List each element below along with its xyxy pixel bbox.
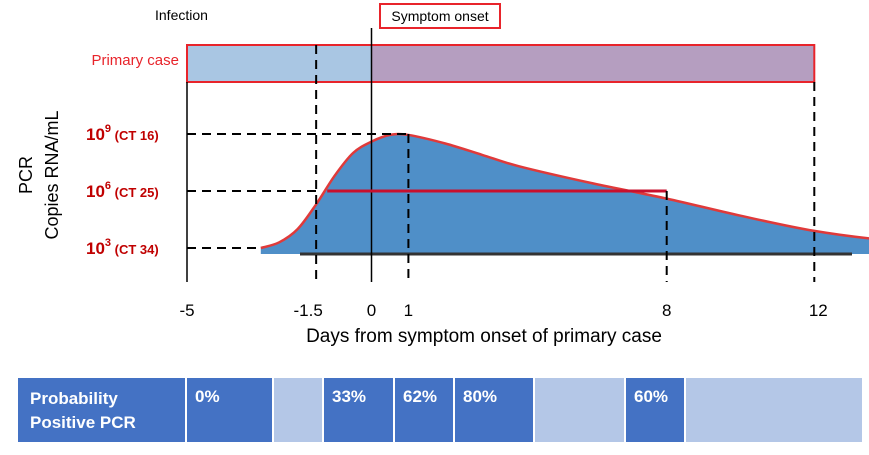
y-level-base: 10 <box>86 125 105 144</box>
probability-title-line1: Probability <box>30 389 118 408</box>
pre-symptomatic-bar <box>187 45 372 82</box>
probability-cell: 80% <box>455 378 533 442</box>
symptom-onset-label: Symptom onset <box>391 8 488 24</box>
guide-lines <box>187 45 816 282</box>
x-tick-labels: -5 -1.5 0 1 8 12 <box>179 301 827 320</box>
primary-case-bar-frame <box>186 44 816 83</box>
viral-load-area <box>260 134 869 254</box>
y-level-label-6: 106 (CT 25) <box>86 180 159 201</box>
symptomatic-bar <box>371 45 815 82</box>
y-level-base: 10 <box>86 239 105 258</box>
x-tick-label: 8 <box>662 301 671 320</box>
y-level-ct: (CT 34) <box>111 242 159 257</box>
probability-value: 60% <box>634 387 669 406</box>
primary-case-label: Primary case <box>91 52 179 69</box>
y-level-ct: (CT 16) <box>111 128 159 143</box>
x-tick-label: 0 <box>367 301 376 320</box>
probability-value: 62% <box>403 387 438 406</box>
y-level-labels: 103 (CT 34)106 (CT 25)109 (CT 16) <box>86 123 159 258</box>
symptom-onset-box <box>379 3 501 29</box>
y-level-exponent: 6 <box>105 180 111 192</box>
probability-cell: 60% <box>626 378 684 442</box>
probability-value: 80% <box>463 387 498 406</box>
y-level-ct: (CT 25) <box>111 185 159 200</box>
viral-load-chart: Infection Symptom onset Primary case PCR… <box>16 3 869 347</box>
x-tick-label: 1 <box>404 301 413 320</box>
probability-cell: 0% <box>187 378 272 442</box>
x-tick-label: 12 <box>809 301 828 320</box>
y-axis-title-line2: Copies RNA/mL <box>42 110 62 239</box>
y-level-exponent: 3 <box>105 237 111 249</box>
y-level-base: 10 <box>86 182 105 201</box>
probability-cell <box>535 378 624 442</box>
probability-cell: 62% <box>395 378 453 442</box>
y-axis-title: PCR Copies RNA/mL <box>16 110 62 239</box>
probability-cell: 33% <box>324 378 393 442</box>
probability-value: 0% <box>195 387 220 406</box>
probability-cell <box>274 378 322 442</box>
probability-value: 33% <box>332 387 367 406</box>
probability-cell <box>686 378 862 442</box>
x-tick-label: -5 <box>179 301 194 320</box>
probability-title-line2: Positive PCR <box>30 413 136 432</box>
x-tick-label: -1.5 <box>294 301 323 320</box>
infection-label: Infection <box>155 7 208 23</box>
y-axis-title-line1: PCR <box>16 156 36 194</box>
x-axis-title: Days from symptom onset of primary case <box>306 326 662 347</box>
probability-title-cell <box>18 378 185 442</box>
y-level-exponent: 9 <box>105 123 111 135</box>
probability-title: Probability Positive PCR <box>30 387 136 435</box>
y-level-label-3: 103 (CT 34) <box>86 237 159 258</box>
y-level-label-9: 109 (CT 16) <box>86 123 159 144</box>
